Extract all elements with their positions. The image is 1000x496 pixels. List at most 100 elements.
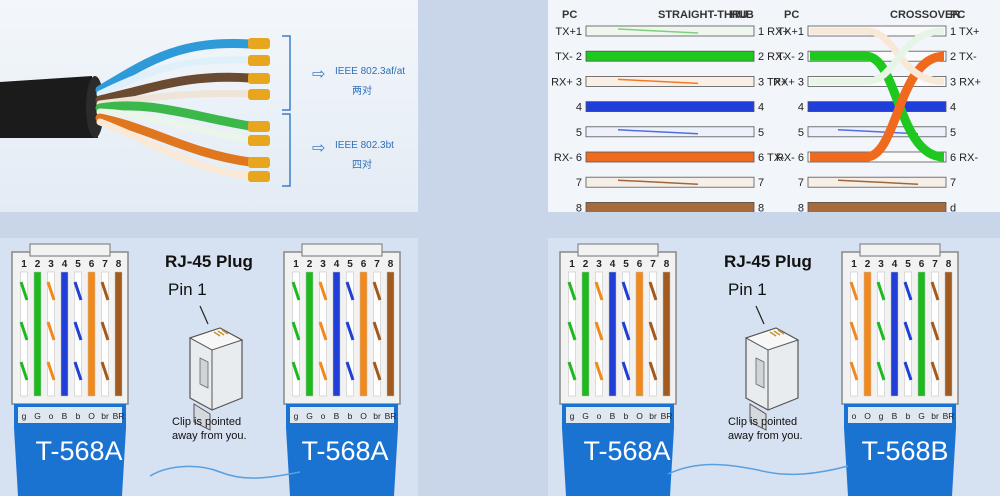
b-right-code-strip (848, 407, 952, 423)
a-left-housing (11, 251, 129, 405)
a-left-pin-number-2: 2 (35, 259, 41, 270)
a-left-code-strip (18, 407, 122, 423)
b-left-code-4: B (610, 411, 616, 421)
b-right-wire-stripe-5 (903, 321, 913, 341)
b-right-wire-stripe-3 (876, 281, 886, 301)
straight-left-label-7: 7 (576, 177, 582, 189)
straight-right-label-3: 3 TX+ (758, 76, 787, 88)
b-left-wire-stripe-3 (594, 361, 604, 381)
a-left-pin-number-6: 6 (89, 259, 95, 270)
crossover-right-label-8: d (950, 202, 956, 212)
straight-wire-8 (585, 201, 755, 212)
b-right-code-2: O (864, 411, 871, 421)
cable-illustration (0, 35, 291, 187)
lower-standard-label: IEEE 802.3bt (335, 140, 394, 151)
a-left-code-3: o (49, 411, 54, 421)
b-right-code-5: b (906, 411, 911, 421)
crossover-left-label-5: 5 (798, 127, 804, 139)
crossover-right-label-2: 2 TX- (950, 51, 977, 63)
a-left-pin-number-3: 3 (48, 259, 54, 270)
b-left-wire-stripe-1 (567, 281, 577, 301)
right-standard-label: T-568B (861, 436, 949, 466)
pinout-diagram: PC STRAIGHT-THRU HUB PC CROSSOVER PC TX+… (551, 9, 981, 212)
plug-title: RJ-45 Plug (165, 252, 253, 271)
a-right-wire-stripe-5 (345, 361, 355, 381)
a-left-boot (14, 428, 126, 496)
crossover-orange-wire (810, 51, 945, 162)
straight-stripe-1 (617, 28, 699, 34)
a-left-wire-stripe-7 (100, 321, 110, 341)
a-right-pin-number-3: 3 (320, 259, 326, 270)
b-left-pin-number-8: 8 (664, 259, 670, 270)
b-left-code-strip (566, 407, 670, 423)
lower-pairs-label: 四对 (352, 160, 372, 171)
a-right-wire-stripe-5 (345, 321, 355, 341)
a-left-code-6: O (88, 411, 95, 421)
straight-right-label-1: 1 RX+ (758, 26, 789, 38)
crossover-right-label-1: 1 TX+ (950, 26, 979, 38)
a-left-code-5: b (76, 411, 81, 421)
b-right-pin-number-4: 4 (892, 259, 898, 270)
b-right-code-1: o (852, 411, 857, 421)
a-right-wire-stripe-1 (291, 361, 301, 381)
crossover-left-header: PC (784, 9, 799, 21)
clip-note-line1: Clip is pointed (172, 416, 242, 428)
a-right-pin-number-4: 4 (334, 259, 340, 270)
a-right-pin-number-5: 5 (347, 259, 353, 270)
b-right-pin-number-2: 2 (865, 259, 871, 270)
crossover-left-label-7: 7 (798, 177, 804, 189)
a-left-code-8: BR (113, 411, 125, 421)
a-left-wire-4 (60, 271, 69, 397)
b-left-pin-number-3: 3 (596, 259, 602, 270)
b-right-pin-number-3: 3 (878, 259, 884, 270)
crossover-left-label-8: 8 (798, 202, 804, 212)
wire-contacts (248, 38, 270, 182)
a-right-code-4: B (334, 411, 340, 421)
b-left-housing (559, 251, 677, 405)
a-right-wire-6 (359, 271, 368, 397)
pin1-label: Pin 1 (728, 280, 767, 299)
crossover-left-label-6: RX- 6 (776, 152, 804, 164)
left-standard-label: T-568A (35, 436, 123, 466)
b-right-code-3: g (879, 411, 884, 421)
straight-left-header: PC (562, 9, 577, 21)
b-right-boot (844, 428, 956, 496)
lower-arrow-icon: ⇨ (312, 138, 326, 157)
b-right-wire-4 (890, 271, 899, 397)
straight-stripe-5 (617, 129, 699, 135)
straight-wire-4 (585, 101, 755, 112)
b-right-wire-2 (863, 271, 872, 397)
b-right-pin-number-5: 5 (905, 259, 911, 270)
straight-center-header: STRAIGHT-THRU (658, 9, 748, 21)
b-right-housing (841, 251, 959, 405)
b-right-wire-stripe-5 (903, 361, 913, 381)
straight-left-label-4: 4 (576, 102, 582, 114)
a-right-boot (286, 428, 398, 496)
a-right-wire-stripe-3 (318, 361, 328, 381)
b-left-code-3: o (597, 411, 602, 421)
b-left-code-5: b (624, 411, 629, 421)
a-right-wire-2 (305, 271, 314, 397)
pin1-pointer (199, 305, 209, 325)
b-right-wire-stripe-3 (876, 321, 886, 341)
crossover-right-label-7: 7 (950, 177, 956, 189)
upper-standard-label: IEEE 802.3af/at (335, 66, 406, 77)
grouping-brackets (282, 35, 291, 187)
a-right-pin-number-2: 2 (307, 259, 313, 270)
clip-note-line1: Clip is pointed (728, 416, 798, 428)
clip-note-line2: away from you. (728, 430, 803, 442)
crossover-stripe-5 (837, 129, 919, 135)
b-right-code-4: B (892, 411, 898, 421)
plug-title: RJ-45 Plug (724, 252, 812, 271)
b-right-wire-stripe-1 (849, 281, 859, 301)
a-left-wire-stripe-5 (73, 321, 83, 341)
b-left-pin-number-1: 1 (569, 259, 575, 270)
a-right-pin-number-8: 8 (388, 259, 394, 270)
straight-right-label-5: 5 (758, 127, 764, 139)
b-left-wire-stripe-3 (594, 281, 604, 301)
a-left-code-1: g (22, 411, 27, 421)
a-left-code-4: B (62, 411, 68, 421)
crossover-wire-8 (807, 201, 947, 212)
